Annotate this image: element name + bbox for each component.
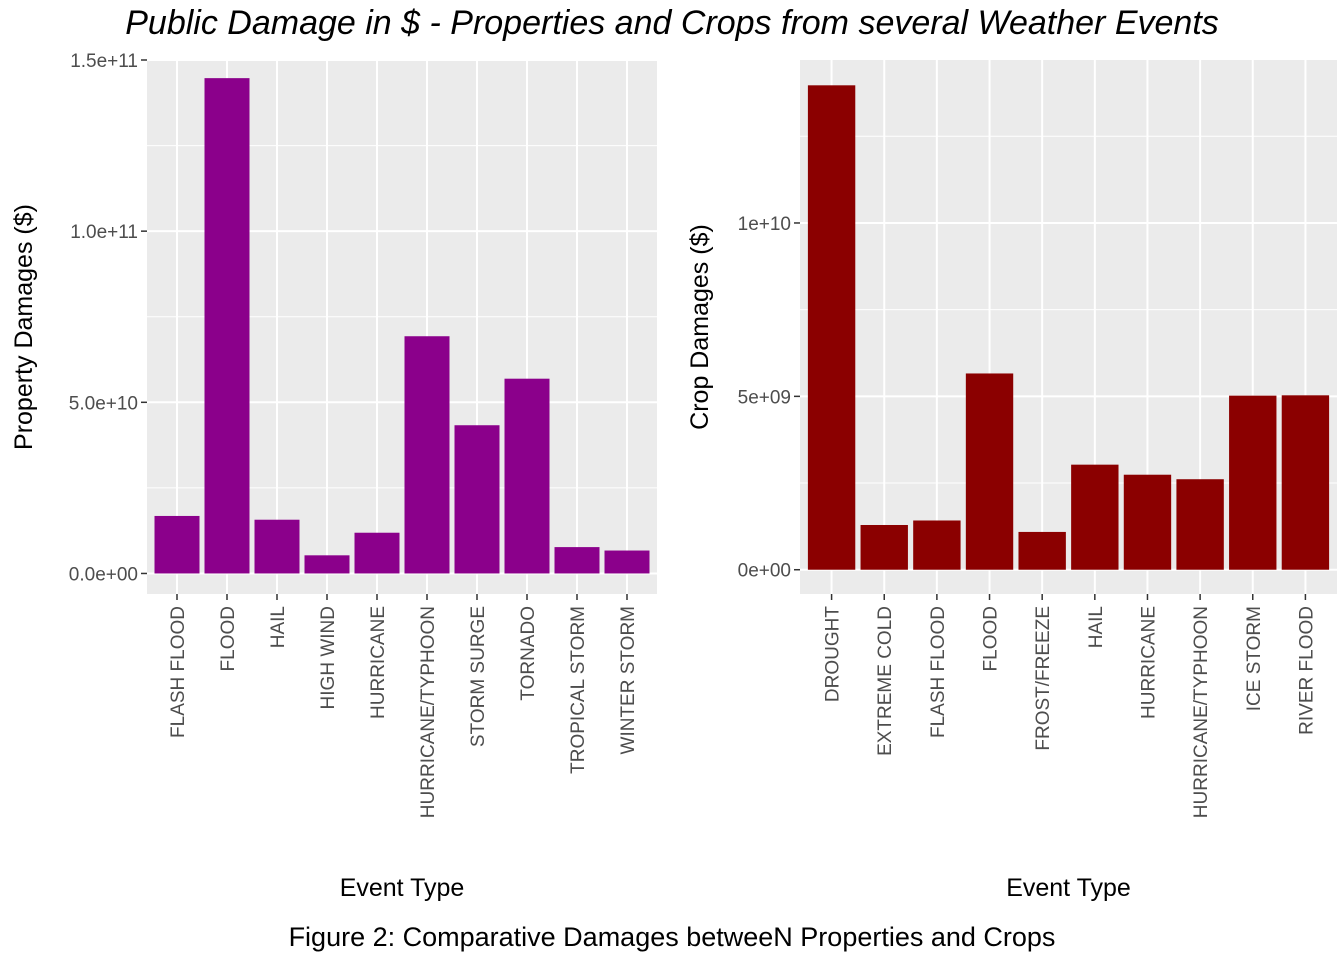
x-tick-label: HIGH WIND [318,606,339,709]
bar-storm-surge [454,425,500,574]
y-tick-label: 0.0e+00 [69,564,138,585]
bar-hurricane-typhoon [1176,479,1224,570]
x-tick-label: HURRICANE [1138,606,1159,719]
bar-ice-storm [1229,395,1277,570]
x-tick-label: HAIL [268,606,289,648]
x-tick-label: EXTREME COLD [875,606,896,756]
y-tick-label: 1.5e+11 [70,51,138,72]
chart-main-title: Public Damage in $ - Properties and Crop… [125,4,1219,42]
bar-hail [254,519,300,574]
bar-hail [1071,464,1119,570]
bar-drought [807,85,856,570]
y-tick-label: 1e+10 [738,214,791,235]
x-tick-label: TROPICAL STORM [568,606,589,774]
bar-river-flood [1281,395,1330,570]
x-tick-label: STORM SURGE [468,606,489,747]
x-axis-title: Event Type [1006,874,1131,902]
x-tick-label: FLASH FLOOD [168,606,189,738]
x-tick-label: TORNADO [518,606,539,701]
y-tick-label: 1.0e+11 [70,222,138,243]
x-tick-label: DROUGHT [823,606,844,702]
x-tick-label: FROST/FREEZE [1033,606,1054,751]
y-axis-title: Property Damages ($) [10,204,38,450]
figure-caption: Figure 2: Comparative Damages betweeN Pr… [288,922,1056,952]
y-tick-label: 5.0e+10 [69,393,138,414]
x-tick-label: HURRICANE/TYPHOON [418,606,439,818]
bar-flood [965,373,1014,570]
crop-damage-chart: 0e+00 5e+09 1e+10 DROUGHT EXTREME COLD FLASH … [686,60,1337,902]
bar-flash-flood [154,515,200,574]
x-tick-label: FLOOD [218,606,239,671]
x-tick-label: ICE STORM [1244,606,1265,711]
bar-winter-storm [604,550,650,574]
bar-frost-freeze [1018,531,1066,570]
x-tick-label: HURRICANE/TYPHOON [1191,606,1212,818]
bar-flash-flood [913,520,961,570]
bar-hurricane-typhoon [404,336,450,574]
bar-tropical-storm [554,547,600,574]
x-tick-label: FLOOD [981,606,1002,671]
bar-hurricane [1123,474,1172,570]
bar-hurricane [354,532,400,574]
bar-flood [204,78,250,574]
x-tick-label: HAIL [1086,606,1107,648]
bar-tornado [504,378,550,574]
property-damage-chart: 0.0e+00 5.0e+10 1.0e+11 1.5e+11 FLASH FLOOD F… [10,51,657,902]
x-tick-label: HURRICANE [368,606,389,719]
x-tick-label: RIVER FLOOD [1296,606,1317,735]
bar-extreme-cold [860,524,908,570]
y-tick-label: 0e+00 [738,561,791,582]
x-tick-label: WINTER STORM [618,606,639,754]
x-tick-label: FLASH FLOOD [928,606,949,738]
y-axis-title: Crop Damages ($) [686,224,714,430]
bar-high-wind [304,555,350,574]
x-axis-title: Event Type [340,874,465,902]
y-tick-label: 5e+09 [738,387,791,408]
